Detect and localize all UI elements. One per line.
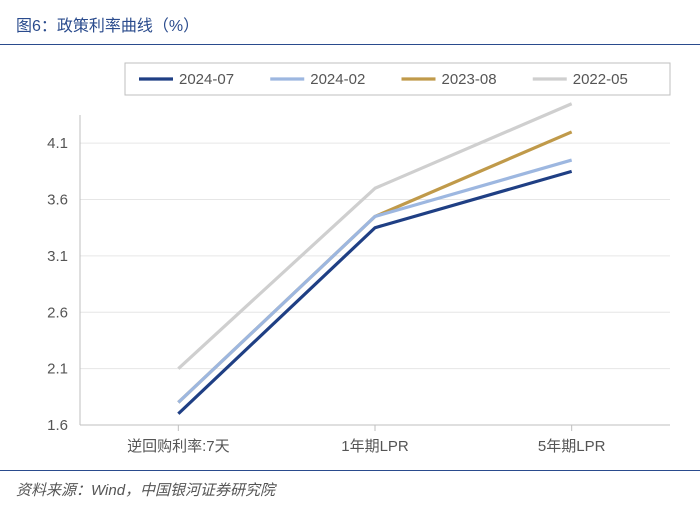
- chart-area: 1.6 2.1 2.6 3.1 3.6 4.1 逆回购利率:7天 1年期LPR 5年期LPR 20…: [0, 45, 700, 470]
- x-tick-label: 5年期LPR: [538, 438, 606, 455]
- legend-label: 2022-05: [573, 71, 628, 88]
- series-line: [178, 171, 571, 413]
- y-tick-label: 4.1: [47, 135, 68, 152]
- y-tick-label: 3.6: [47, 192, 68, 209]
- source-text: 资料来源：Wind，中国银河证券研究院: [16, 482, 275, 499]
- x-tick-label: 逆回购利率:7天: [127, 438, 230, 455]
- y-tick-label: 1.6: [47, 417, 68, 434]
- y-tick-label: 3.1: [47, 248, 68, 265]
- source-bar: 资料来源：Wind，中国银河证券研究院: [0, 470, 700, 500]
- y-tick-label: 2.1: [47, 361, 68, 378]
- series-line: [178, 160, 571, 402]
- legend-label: 2023-08: [442, 71, 497, 88]
- x-tick-label: 1年期LPR: [341, 438, 409, 455]
- y-tick-label: 2.6: [47, 304, 68, 321]
- legend-label: 2024-02: [310, 71, 365, 88]
- series-line: [178, 132, 571, 403]
- chart-title: 图6：政策利率曲线（%）: [16, 18, 199, 35]
- legend-label: 2024-07: [179, 71, 234, 88]
- chart-title-bar: 图6：政策利率曲线（%）: [0, 0, 700, 45]
- chart-svg: 1.6 2.1 2.6 3.1 3.6 4.1 逆回购利率:7天 1年期LPR 5年期LPR 20…: [0, 45, 700, 470]
